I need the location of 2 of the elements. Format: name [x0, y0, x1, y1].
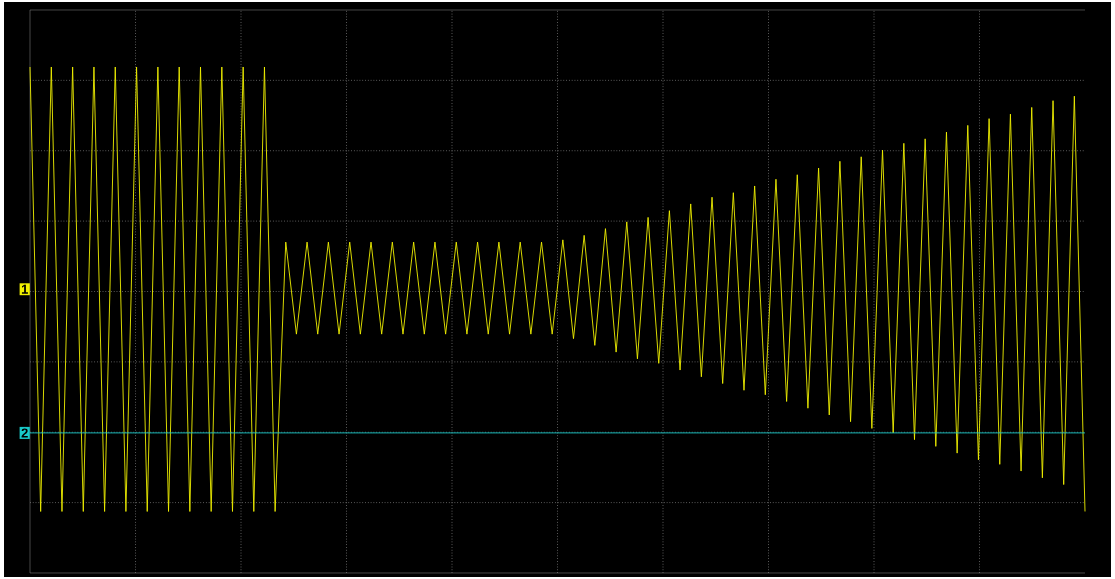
series-label: 2 — [21, 428, 28, 438]
series-label: 1 — [21, 284, 28, 294]
